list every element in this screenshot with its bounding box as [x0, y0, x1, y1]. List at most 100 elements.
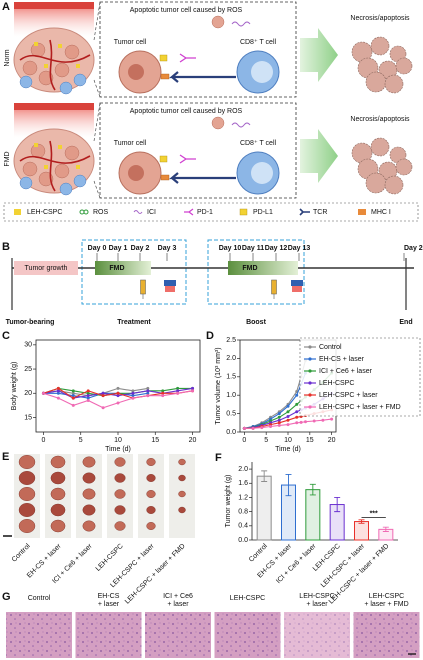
laser-source [14, 103, 94, 110]
tumor-photo [82, 504, 96, 516]
data-point [269, 424, 273, 428]
x-tick-label: Control [248, 542, 269, 563]
legend-symbol [83, 209, 89, 215]
stage-label: Treatment [117, 319, 151, 326]
y-tick-label: 1.0 [226, 392, 236, 399]
tumor-photo [146, 474, 156, 482]
tumor-photo [146, 490, 156, 498]
tumor-photo [178, 490, 186, 498]
tumor-photo [114, 505, 126, 515]
y-tick-label: 2.0 [226, 355, 236, 362]
x-tick-label: 15 [306, 437, 314, 444]
y-tick-label: 2.0 [238, 466, 248, 473]
x-tick-label: 20 [189, 437, 197, 444]
row-label: FMD [4, 151, 11, 166]
lamp [164, 280, 176, 286]
necrotic-cell [384, 175, 404, 195]
data-point [161, 394, 165, 398]
apoptotic-cell [211, 15, 225, 29]
fmd-bar [95, 261, 151, 275]
data-point [101, 406, 105, 410]
histology-label: LEH-CSPC [369, 593, 404, 600]
legend-symbol [133, 210, 143, 214]
day-label: Day 13 [288, 245, 311, 252]
immune-cell [19, 176, 33, 190]
data-point [295, 393, 299, 397]
legend-marker [308, 381, 312, 385]
y-tick-label: 25 [24, 366, 32, 373]
data-point [286, 423, 290, 427]
data-point [86, 394, 90, 398]
histology-shade [145, 612, 211, 658]
histology-shade [6, 612, 72, 658]
data-point [131, 394, 135, 398]
nanoparticle [34, 42, 38, 46]
data-point [71, 391, 75, 395]
day-label: Day 11 [242, 245, 264, 252]
immune-cell [59, 81, 73, 95]
series-line [43, 392, 148, 399]
day-label: Day 0 [88, 245, 107, 252]
process-arrow [300, 28, 338, 82]
histology-image [214, 612, 281, 658]
legend-symbol [79, 209, 85, 215]
tumor-photo [114, 489, 126, 499]
immune-cell [73, 174, 87, 188]
tumor-photo [114, 457, 126, 467]
box-title: Apoptotic tumor cell caused by ROS [130, 7, 243, 14]
x-axis-label: Time (d) [105, 446, 131, 453]
legend-label: LEH-CSPC [27, 209, 62, 216]
tumor-photo [50, 487, 66, 501]
data-point [56, 391, 60, 395]
day-label: Day 1 [109, 245, 128, 252]
tumor-photo [114, 521, 126, 531]
zoom-line [93, 1, 101, 41]
data-point [295, 402, 299, 406]
legend-label: TCR [313, 209, 327, 216]
legend-marker [308, 405, 312, 409]
error-bar [334, 497, 341, 513]
data-point [146, 391, 150, 395]
tumor-cell [64, 44, 80, 60]
necrotic-cell [365, 71, 387, 93]
x-tick-label: 0 [42, 437, 46, 444]
panel-label: F [215, 452, 222, 464]
data-point [303, 420, 307, 424]
y-tick-label: 1.6 [238, 480, 248, 487]
tumor-label: Tumor cell [114, 140, 147, 147]
y-tick-label: 30 [24, 342, 32, 349]
x-tick-label: 10 [284, 437, 292, 444]
legend-box [299, 337, 421, 417]
data-point [56, 389, 60, 393]
legend-label: PD-L1 [253, 209, 273, 216]
necrotic-cell [384, 74, 404, 94]
tcell-label: CD8⁺ T cell [240, 39, 277, 46]
necrotic-cell [365, 172, 387, 194]
x-tick-label: 10 [114, 437, 122, 444]
growth-bar [14, 261, 78, 275]
detail-box [99, 102, 297, 199]
immune-cell [73, 73, 87, 87]
error-bar [382, 526, 389, 532]
tumor-photo [82, 488, 96, 500]
data-point [321, 418, 325, 422]
tumor-cell [22, 161, 38, 177]
legend-label: MHC I [371, 209, 391, 216]
data-point [146, 389, 150, 393]
y-tick-label: 15 [24, 414, 32, 421]
pd-l1 [159, 54, 168, 62]
data-point [312, 419, 316, 423]
growth-label: Tumor growth [25, 265, 68, 272]
y-tick-label: 0.5 [226, 410, 236, 417]
stage-label: Boost [246, 319, 267, 326]
y-tick-label: 20 [24, 390, 32, 397]
tumor-cell [38, 171, 54, 187]
bar [256, 475, 272, 541]
histology-image [6, 612, 72, 658]
data-point [161, 389, 165, 393]
row-label: Norm [4, 49, 11, 66]
data-point [242, 426, 246, 430]
x-tick-label: 15 [151, 437, 159, 444]
nucleus [251, 162, 273, 184]
